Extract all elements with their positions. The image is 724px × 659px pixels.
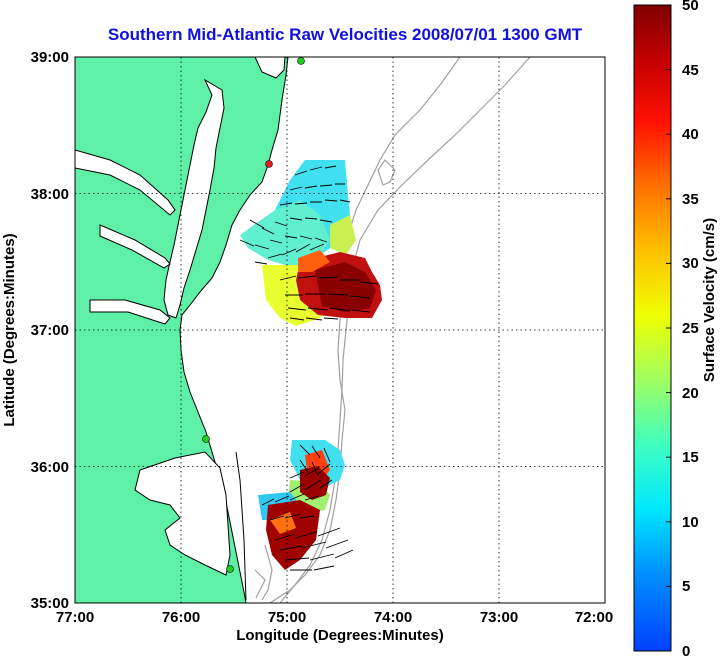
speed-region-mid: [240, 200, 330, 268]
velocity-vectors-north: [239, 165, 379, 321]
station-marker: [297, 57, 305, 65]
x-tick-label: 74:00: [374, 609, 412, 626]
colorbar-tick-label: 15: [682, 449, 699, 466]
colorbar-tick-label: 50: [682, 0, 699, 14]
y-axis: 39:00 38:00 37:00 36:00 35:00 Latitude (…: [1, 49, 69, 612]
colorbar-tick-label: 20: [682, 385, 699, 402]
pamlico-sound: [134, 451, 231, 576]
james-river: [89, 299, 171, 325]
colorbar-tick-label: 0: [682, 643, 690, 659]
x-axis-label: Longitude (Degrees:Minutes): [236, 627, 444, 644]
y-tick-label: 39:00: [31, 49, 69, 66]
x-tick-label: 75:00: [268, 609, 306, 626]
chesapeake-bay: [163, 78, 225, 319]
velocity-vectors-south: [261, 444, 354, 571]
grid-lines: [75, 57, 605, 603]
speed-region-orange: [298, 250, 330, 272]
speed-region-peak: [315, 262, 376, 312]
y-tick-label: 35:00: [31, 595, 69, 612]
colorbar-tick-label: 45: [682, 62, 699, 79]
colorbar-tickmarks: [666, 4, 671, 652]
velocity-field-south: [258, 440, 354, 571]
colorbar-gradient: [633, 4, 672, 652]
colorbar-tick-label: 35: [682, 191, 699, 208]
colorbar-tick-label: 25: [682, 320, 699, 337]
map-content: [75, 57, 531, 603]
y-tick-label: 38:00: [31, 186, 69, 203]
x-tick-label: 77:00: [56, 609, 94, 626]
colorbar-label: Surface Velocity (cm/s): [701, 218, 718, 382]
station-marker: [226, 565, 234, 573]
colorbar-tick-label: 5: [682, 578, 690, 595]
delaware-bay: [254, 57, 286, 79]
y-axis-label: Latitude (Degrees:Minutes): [1, 233, 18, 426]
colorbar-tick-label: 40: [682, 126, 699, 143]
colorbar-tick-label: 30: [682, 255, 699, 272]
x-tick-label: 72:00: [575, 609, 613, 626]
x-tick-label: 76:00: [162, 609, 200, 626]
x-tick-label: 73:00: [480, 609, 518, 626]
station-marker: [265, 160, 273, 168]
colorbar-tick-label: 10: [682, 514, 699, 531]
rappahannock-river: [99, 224, 171, 269]
plot-frame: [74, 56, 606, 604]
barrier-islands: [235, 451, 247, 601]
x-axis: 77:00 76:00 75:00 74:00 73:00 72:00 Long…: [56, 609, 613, 644]
potomac-river: [75, 149, 176, 216]
speed-region-north-edge: [330, 215, 356, 255]
station-marker: [202, 435, 210, 443]
colorbar: 0 5 10 15 20 25 30 35 40 45 50 Surface V…: [633, 0, 718, 659]
speed-region-south-orange: [270, 512, 296, 534]
y-tick-label: 36:00: [31, 459, 69, 476]
chart-title: Southern Mid-Atlantic Raw Velocities 200…: [108, 25, 583, 44]
y-tick-label: 37:00: [31, 322, 69, 339]
velocity-field-north: [239, 160, 382, 326]
